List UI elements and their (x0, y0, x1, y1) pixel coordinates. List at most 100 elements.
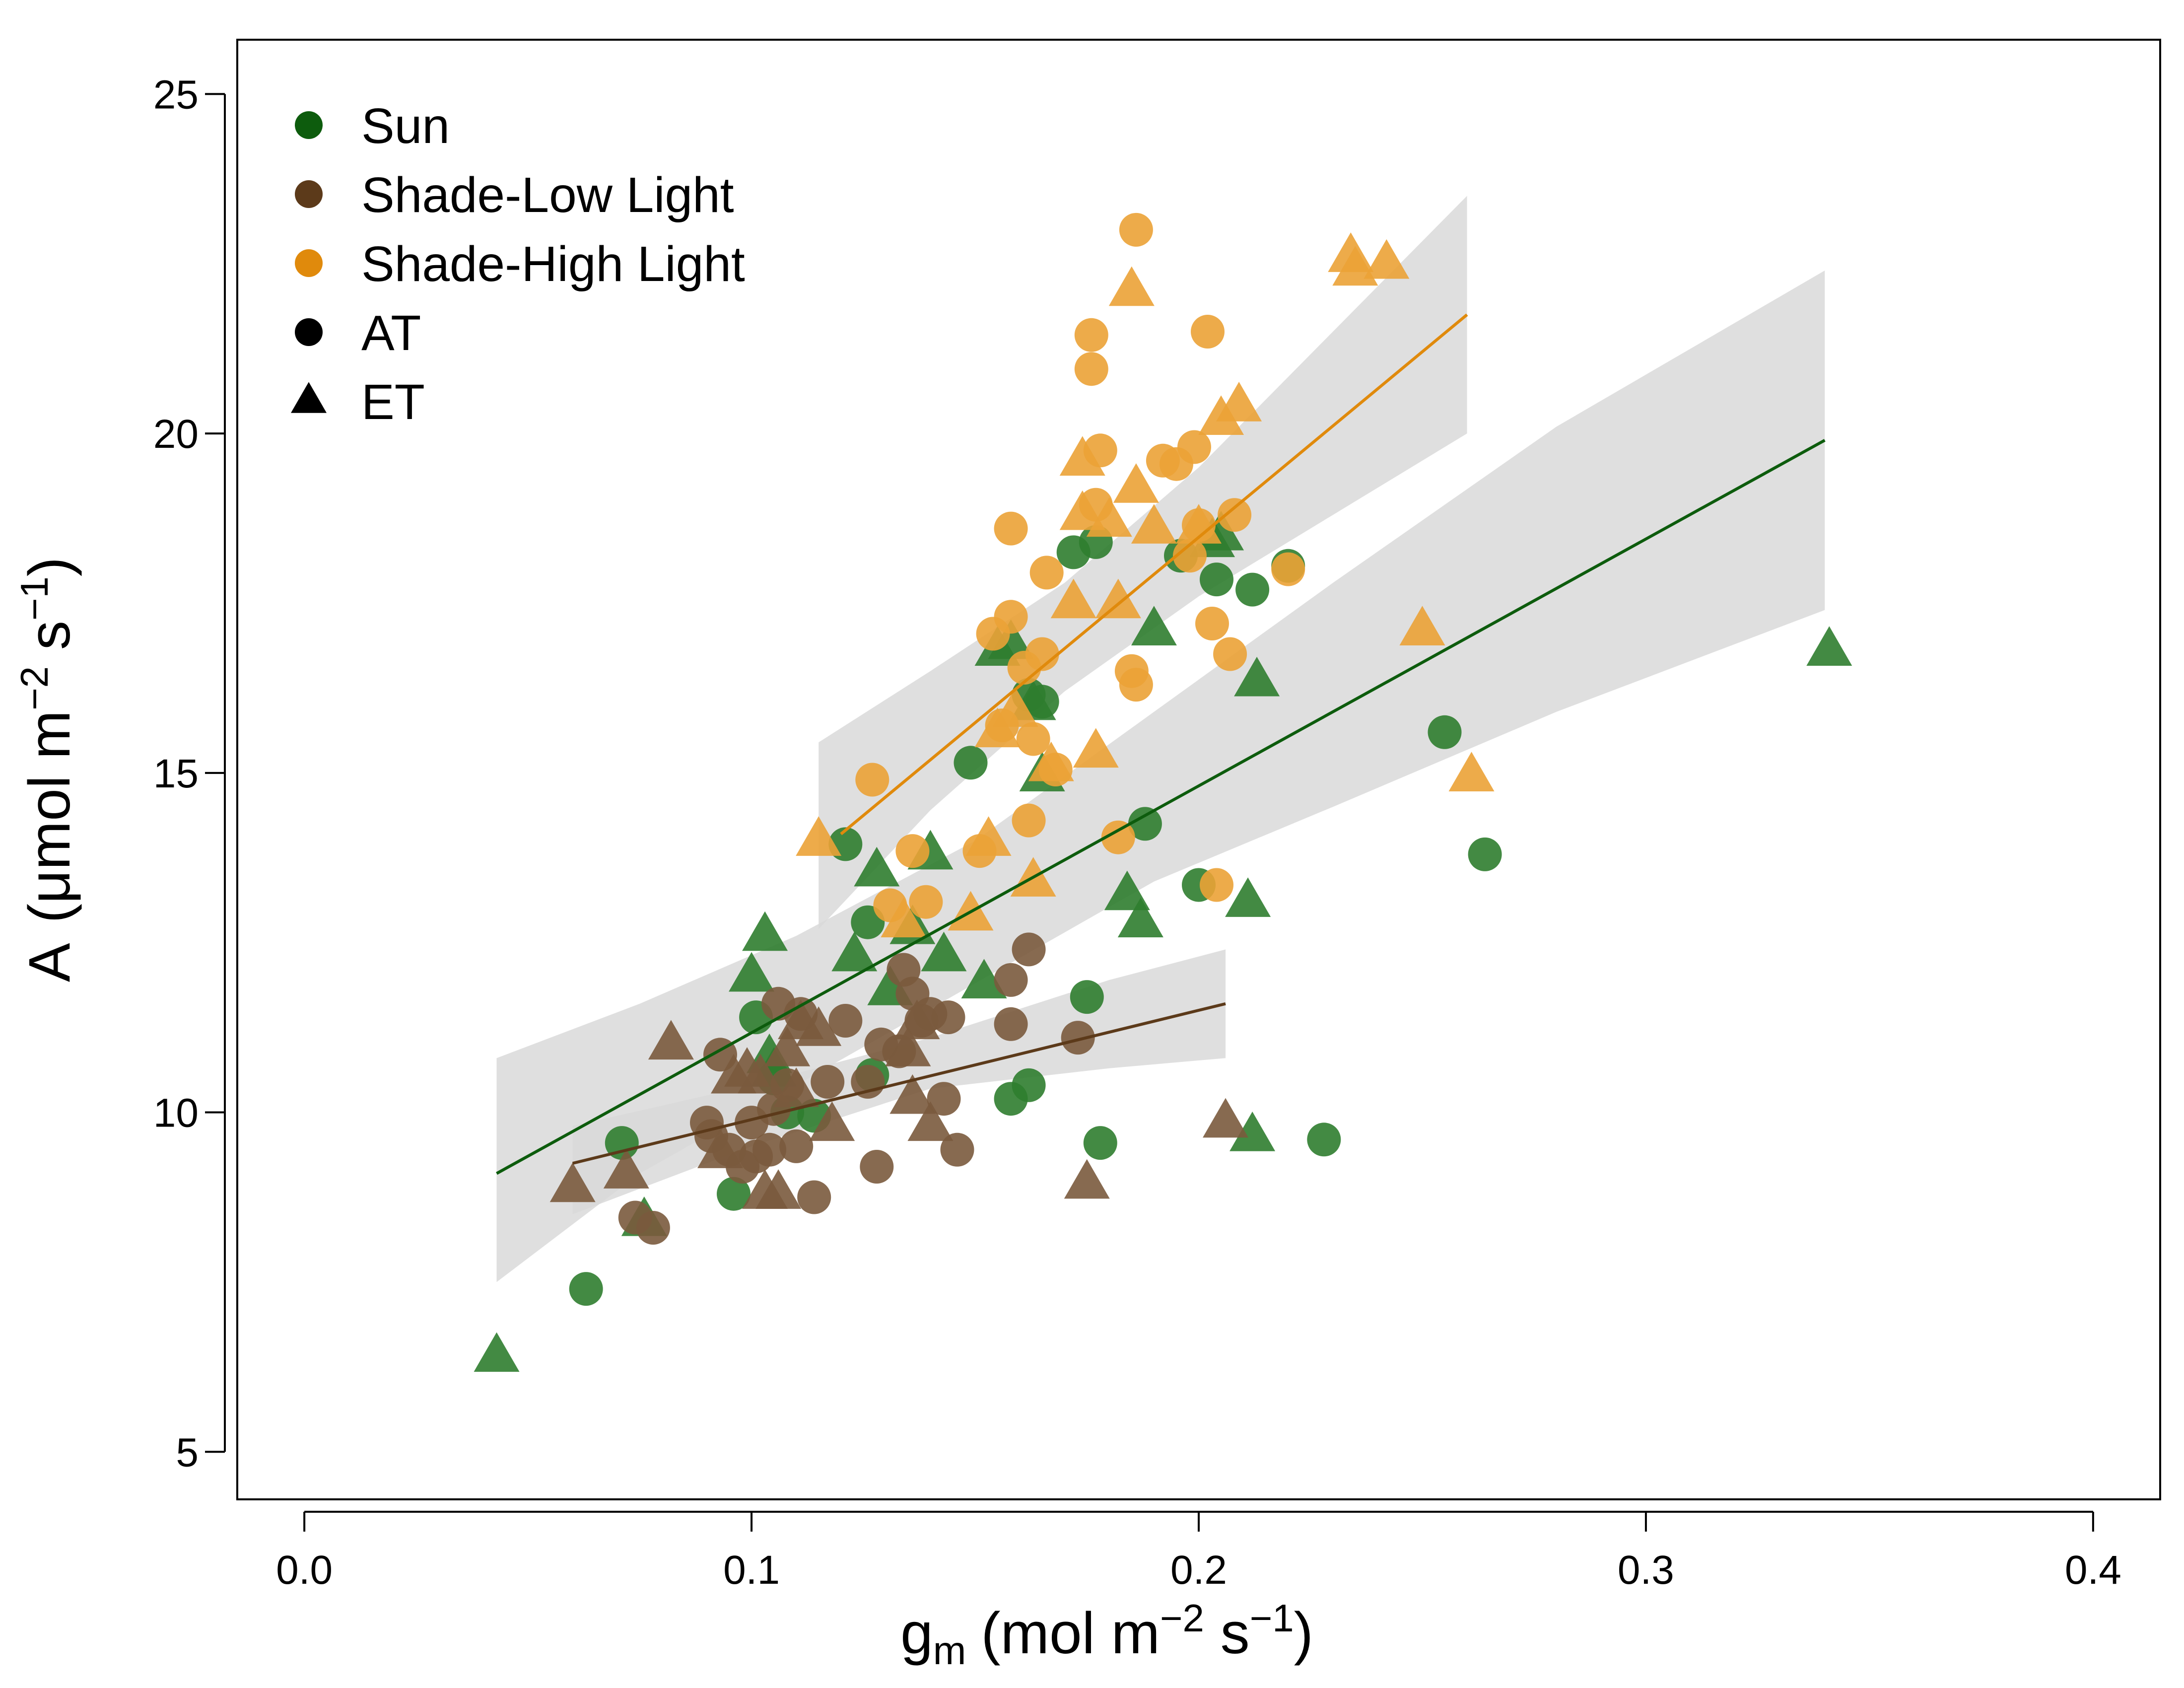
point-et-0-19 (1131, 606, 1177, 645)
legend-marker-0 (295, 111, 323, 139)
point-et-2-7 (1028, 741, 1074, 781)
point-et-0-3 (742, 911, 788, 951)
y-axis-title: A (μmol m−2 s−1) (12, 557, 82, 982)
point-at-2-13 (1029, 556, 1064, 590)
point-at-2-30 (1200, 868, 1233, 902)
point-et-1-8 (755, 1169, 802, 1209)
y-tick-label-2: 15 (153, 751, 199, 796)
x-axis-title-unit-open: (mol m (981, 1601, 1160, 1666)
point-at-2-3 (909, 885, 943, 919)
x-axis-title: gm (mol m−2 s−1) (900, 1596, 1313, 1673)
point-et-1-12 (796, 1006, 842, 1046)
point-at-2-7 (994, 511, 1028, 546)
point-at-0-22 (1200, 563, 1233, 597)
point-et-1-14 (885, 1027, 931, 1066)
point-et-1-19 (1203, 1098, 1249, 1138)
point-at-1-13 (779, 1129, 814, 1163)
point-at-1-27 (931, 1000, 965, 1035)
point-et-2-16 (1131, 504, 1177, 544)
point-et-0-25 (1806, 626, 1852, 666)
point-et-1-13 (809, 1101, 855, 1141)
point-at-0-25 (1307, 1123, 1341, 1157)
legend-marker-2 (295, 249, 323, 277)
legend-label-1: Shade-Low Light (361, 167, 734, 223)
point-et-2-17 (1176, 504, 1222, 544)
y-axis-title-exponent-2: −1 (12, 576, 56, 621)
point-at-2-25 (1173, 539, 1207, 573)
point-at-1-30 (994, 1007, 1028, 1041)
legend: Sun Shade-Low Light Shade-High Light AT ET (291, 98, 745, 430)
y-tick-label-0: 5 (176, 1430, 199, 1475)
point-at-0-19 (1128, 807, 1162, 841)
x-tick-label-0: 0.0 (276, 1547, 333, 1593)
point-et-1-2 (648, 1020, 694, 1060)
point-at-2-21 (1119, 212, 1153, 247)
point-at-0-2 (717, 1177, 751, 1211)
x-axis: 0.0 0.1 0.2 0.3 0.4 (276, 1511, 2121, 1593)
point-et-1-0 (549, 1162, 596, 1202)
point-et-2-5 (992, 687, 1038, 727)
point-et-1-10 (773, 1067, 819, 1107)
point-at-2-11 (1016, 722, 1050, 756)
point-et-0-11 (921, 931, 967, 972)
point-et-1-15 (889, 1074, 936, 1114)
y-axis-title-mid: s (17, 621, 82, 666)
point-at-0-10 (954, 746, 988, 780)
y-axis-title-exponent-1: −2 (12, 666, 56, 710)
point-at-0-0 (569, 1272, 603, 1306)
legend-label-0: Sun (361, 98, 450, 154)
point-et-0-12 (961, 959, 1007, 999)
point-et-1-16 (894, 999, 940, 1040)
x-axis-title-main: g (900, 1601, 933, 1666)
point-at-1-32 (1061, 1021, 1095, 1055)
point-et-1-3 (697, 1128, 744, 1168)
point-at-1-29 (994, 963, 1028, 997)
point-et-2-4 (974, 707, 1021, 748)
point-at-2-16 (1074, 352, 1108, 386)
point-at-1-26 (927, 1082, 961, 1116)
point-et-0-18 (1117, 898, 1163, 937)
point-at-1-28 (940, 1132, 974, 1167)
point-at-2-26 (1177, 430, 1211, 464)
point-et-2-0 (796, 816, 842, 856)
legend-label-3: AT (361, 305, 421, 361)
y-axis-title-main: A (17, 943, 82, 982)
point-at-2-33 (1271, 552, 1305, 586)
point-at-0-1 (605, 1126, 639, 1160)
x-axis-title-exponent-1: −2 (1160, 1596, 1204, 1640)
point-at-1-1 (636, 1211, 670, 1245)
point-et-0-0 (474, 1332, 520, 1372)
point-at-0-16 (1070, 980, 1104, 1014)
point-at-0-23 (1235, 572, 1270, 607)
point-et-2-19 (1216, 382, 1262, 422)
point-et-1-17 (907, 1101, 954, 1141)
point-et-1-9 (764, 1027, 811, 1066)
x-tick-label-4: 0.4 (2065, 1547, 2121, 1593)
point-et-1-6 (738, 1054, 784, 1094)
point-at-2-2 (895, 834, 930, 868)
point-et-0-23 (1229, 1112, 1276, 1151)
point-at-2-22 (1119, 668, 1153, 702)
point-et-2-1 (881, 898, 927, 937)
point-et-2-9 (1059, 436, 1105, 476)
y-axis-title-unit-open: (μmol m (17, 710, 82, 923)
point-at-2-10 (1012, 803, 1046, 838)
y-axis-title-close: ) (17, 557, 82, 576)
point-et-0-22 (1225, 877, 1271, 917)
point-et-2-10 (1059, 490, 1105, 530)
point-et-0-17 (1104, 870, 1150, 911)
point-et-2-13 (1095, 578, 1141, 619)
legend-marker-3 (295, 318, 323, 346)
y-tick-label-1: 10 (153, 1091, 199, 1136)
legend-label-2: Shade-High Light (361, 236, 745, 292)
regression-line-1 (572, 1002, 1226, 1165)
point-at-1-19 (860, 1150, 894, 1184)
point-et-2-15 (1113, 463, 1159, 503)
y-tick-label-4: 25 (153, 72, 199, 117)
point-at-1-9 (752, 1132, 787, 1167)
point-et-1-1 (603, 1149, 649, 1189)
x-axis-title-exponent-2: −1 (1250, 1596, 1294, 1640)
point-at-2-31 (1213, 637, 1247, 671)
y-axis: 5 10 15 20 25 (153, 72, 226, 1475)
